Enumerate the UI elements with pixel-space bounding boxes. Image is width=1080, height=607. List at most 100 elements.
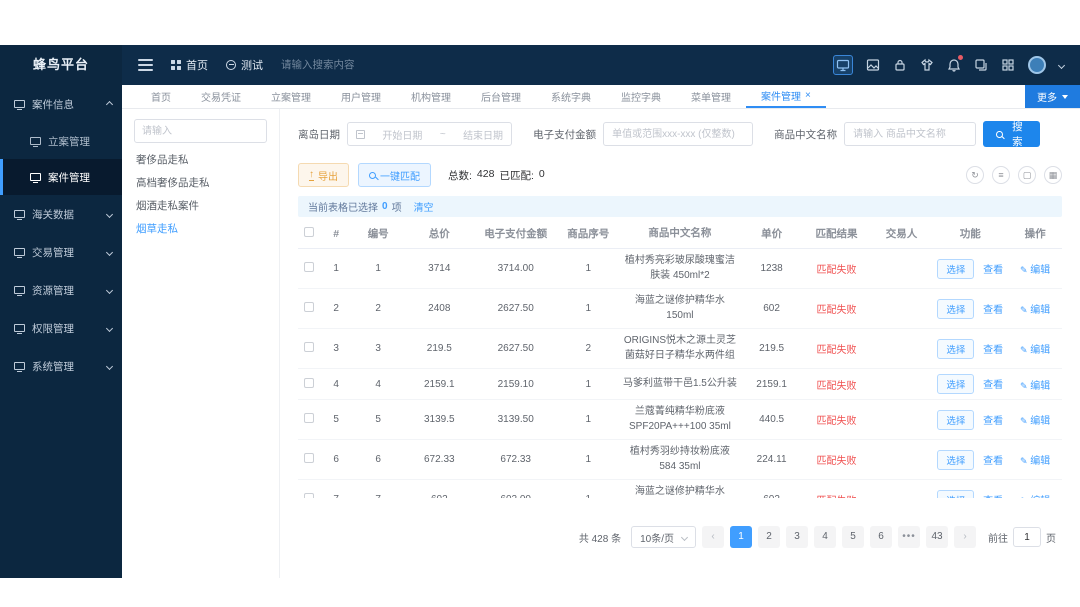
image-icon[interactable] <box>866 58 880 72</box>
cell-index: 4 <box>333 378 339 390</box>
chevron-down-icon[interactable] <box>1057 61 1066 69</box>
tab-label: 案件管理 <box>761 92 801 103</box>
page-button[interactable]: 43 <box>926 526 948 548</box>
select-button[interactable]: 选择 <box>937 489 975 498</box>
tab[interactable]: 监控字典 <box>606 85 676 108</box>
select-button[interactable]: 选择 <box>937 409 975 430</box>
global-search-input[interactable] <box>281 59 431 71</box>
row-checkbox[interactable] <box>304 262 315 273</box>
sidebar-item[interactable]: 资源管理 <box>0 271 122 309</box>
select-button[interactable]: 选择 <box>937 338 975 359</box>
page-button[interactable]: 6 <box>870 526 892 548</box>
sidebar-item[interactable]: 系统管理 <box>0 347 122 385</box>
row-checkbox[interactable] <box>304 377 315 388</box>
sidebar-item[interactable]: 交易管理 <box>0 233 122 271</box>
tab[interactable]: 后台管理 <box>466 85 536 108</box>
select-button[interactable]: 选择 <box>937 449 975 470</box>
view-link[interactable]: 查看 <box>983 264 1004 276</box>
sidebar-item[interactable]: 案件信息 <box>0 85 122 123</box>
one-click-match-button[interactable]: 一键匹配 <box>358 163 431 187</box>
tab[interactable]: 菜单管理 <box>676 85 746 108</box>
category-item[interactable]: 高档奢侈品走私 <box>136 177 210 189</box>
row-checkbox[interactable] <box>304 302 315 313</box>
monitor-icon[interactable] <box>833 55 853 75</box>
lock-icon[interactable] <box>893 58 907 72</box>
page-button[interactable]: 2 <box>758 526 780 548</box>
apps-grid-icon[interactable] <box>1001 58 1015 72</box>
page-button[interactable]: 4 <box>814 526 836 548</box>
view-link[interactable]: 查看 <box>983 415 1004 427</box>
clear-selection-link[interactable]: 清空 <box>413 203 434 214</box>
sidebar-item[interactable]: 案件管理 <box>0 159 122 195</box>
row-checkbox[interactable] <box>304 453 315 464</box>
select-button[interactable]: 选择 <box>937 258 975 279</box>
category-item[interactable]: 烟草走私 <box>136 223 178 235</box>
tab[interactable]: 首页 <box>136 85 186 108</box>
view-link[interactable]: 查看 <box>983 380 1004 392</box>
table-tool-button[interactable]: ▢ <box>1018 166 1036 184</box>
row-checkbox[interactable] <box>304 342 315 353</box>
table-tool-button[interactable]: ▦ <box>1044 166 1062 184</box>
pencil-icon: ✎ <box>1019 265 1028 276</box>
column-header: 单价 <box>761 228 783 241</box>
page-button[interactable]: 3 <box>786 526 808 548</box>
export-button[interactable]: ↑ 导出 <box>298 163 349 187</box>
page-button[interactable]: ••• <box>898 526 920 548</box>
search-button[interactable]: 搜索 <box>983 121 1040 148</box>
category-item[interactable]: 奢侈品走私 <box>136 154 189 166</box>
edit-link[interactable]: ✎ 编辑 <box>1019 456 1051 468</box>
topbar-test[interactable]: 测试 <box>226 57 263 73</box>
page-button[interactable]: ‹ <box>702 526 724 548</box>
edit-link[interactable]: ✎ 编辑 <box>1019 416 1051 428</box>
row-checkbox[interactable] <box>304 493 315 498</box>
category-search-input[interactable] <box>134 119 267 143</box>
cell-total-price: 3139.5 <box>424 414 455 426</box>
layers-icon[interactable] <box>974 58 988 72</box>
close-icon[interactable]: × <box>805 89 811 101</box>
product-name-input[interactable] <box>844 122 977 146</box>
view-link[interactable]: 查看 <box>983 496 1003 498</box>
sidebar-item[interactable]: 权限管理 <box>0 309 122 347</box>
view-link[interactable]: 查看 <box>983 344 1004 356</box>
tab[interactable]: 机构管理 <box>396 85 466 108</box>
more-button[interactable]: 更多 <box>1025 85 1080 108</box>
edit-link[interactable]: ✎ 编辑 <box>1020 496 1050 498</box>
tab[interactable]: 立案管理 <box>256 85 326 108</box>
edit-link[interactable]: ✎ 编辑 <box>1019 380 1051 392</box>
tab[interactable]: 用户管理 <box>326 85 396 108</box>
select-all-checkbox[interactable] <box>304 227 315 238</box>
view-link[interactable]: 查看 <box>983 455 1004 467</box>
category-item[interactable]: 烟酒走私案件 <box>136 200 199 212</box>
page-size-select[interactable]: 10条/页 <box>631 526 696 548</box>
table-tool-button[interactable]: ↻ <box>966 166 984 184</box>
topbar-home[interactable]: 首页 <box>171 57 208 73</box>
bell-icon[interactable] <box>947 55 963 72</box>
select-button[interactable]: 选择 <box>937 298 975 319</box>
amount-input[interactable] <box>603 122 754 146</box>
edit-link[interactable]: ✎ 编辑 <box>1019 305 1051 317</box>
row-checkbox[interactable] <box>304 413 315 424</box>
page-button[interactable]: 5 <box>842 526 864 548</box>
theme-icon[interactable] <box>920 58 934 72</box>
date-range-picker[interactable]: 开始日期 ~ 结束日期 <box>347 122 513 146</box>
cell-actions: 选择 查看 <box>932 409 1008 430</box>
sidebar-item[interactable]: 海关数据 <box>0 195 122 233</box>
tab[interactable]: 案件管理 × <box>746 85 826 108</box>
select-button[interactable]: 选择 <box>937 374 975 395</box>
goto-page-input[interactable] <box>1013 527 1041 547</box>
table-tool-button[interactable]: ≡ <box>992 166 1010 184</box>
tab-label: 用户管理 <box>341 93 381 104</box>
avatar[interactable] <box>1028 56 1046 74</box>
sidebar-item[interactable]: 立案管理 <box>0 123 122 159</box>
page-button[interactable]: › <box>954 526 976 548</box>
tab[interactable]: 系统字典 <box>536 85 606 108</box>
edit-link[interactable]: ✎ 编辑 <box>1019 265 1051 277</box>
edit-link[interactable]: ✎ 编辑 <box>1019 345 1051 357</box>
view-link[interactable]: 查看 <box>983 304 1004 316</box>
cell-epay-amount: 2627.50 <box>497 343 534 355</box>
page-button[interactable]: 1 <box>730 526 752 548</box>
cell-product-name: 植村秀羽纱持妆粉底液 584 35ml <box>629 446 730 472</box>
cell-product-name: 兰蔻菁纯精华粉底液SPF20PA+++100 35ml <box>629 406 731 432</box>
tab[interactable]: 交易凭证 <box>186 85 256 108</box>
hamburger-menu-icon[interactable] <box>138 59 153 71</box>
